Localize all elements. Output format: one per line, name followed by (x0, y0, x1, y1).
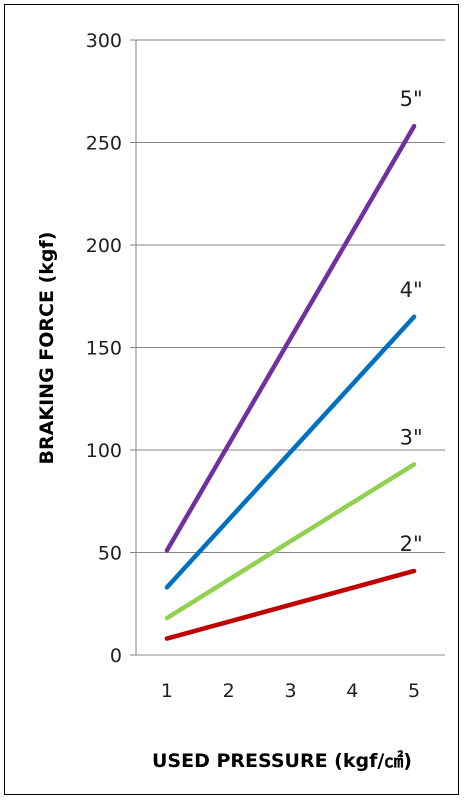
x-tick-label: 2 (223, 680, 235, 702)
series-line-3 (164, 123, 417, 553)
series-line-1 (164, 462, 417, 621)
y-tick-label: 0 (110, 645, 122, 667)
series-label: 3" (400, 425, 423, 449)
y-axis-title: BRAKING FORCE (kgf) (36, 232, 58, 465)
y-tick-label: 150 (86, 338, 122, 360)
y-tick-label: 300 (86, 30, 122, 52)
series-label: 4" (400, 278, 423, 302)
y-tick-label: 250 (86, 133, 122, 155)
x-tick-label: 1 (161, 680, 173, 702)
x-tick-label: 3 (284, 680, 296, 702)
series-line-2 (164, 314, 417, 590)
axes (130, 39, 137, 656)
y-tick-label: 100 (86, 440, 122, 462)
x-axis-title: USED PRESSURE (kgf/㎠) (152, 749, 412, 772)
series-label: 2" (400, 532, 423, 556)
series-line-0 (164, 568, 417, 641)
x-tick-label: 5 (408, 680, 420, 702)
series-lines (164, 123, 417, 641)
gridlines (136, 39, 445, 656)
y-tick-label: 50 (98, 543, 122, 565)
labels: 0 50 100 150 200 250 300 1 2 3 4 5 2" 3" 4" 5" (86, 30, 423, 702)
series-label: 5" (400, 87, 423, 111)
y-tick-label: 200 (86, 235, 122, 257)
x-tick-label: 4 (346, 680, 358, 702)
chart-frame (4, 4, 459, 795)
